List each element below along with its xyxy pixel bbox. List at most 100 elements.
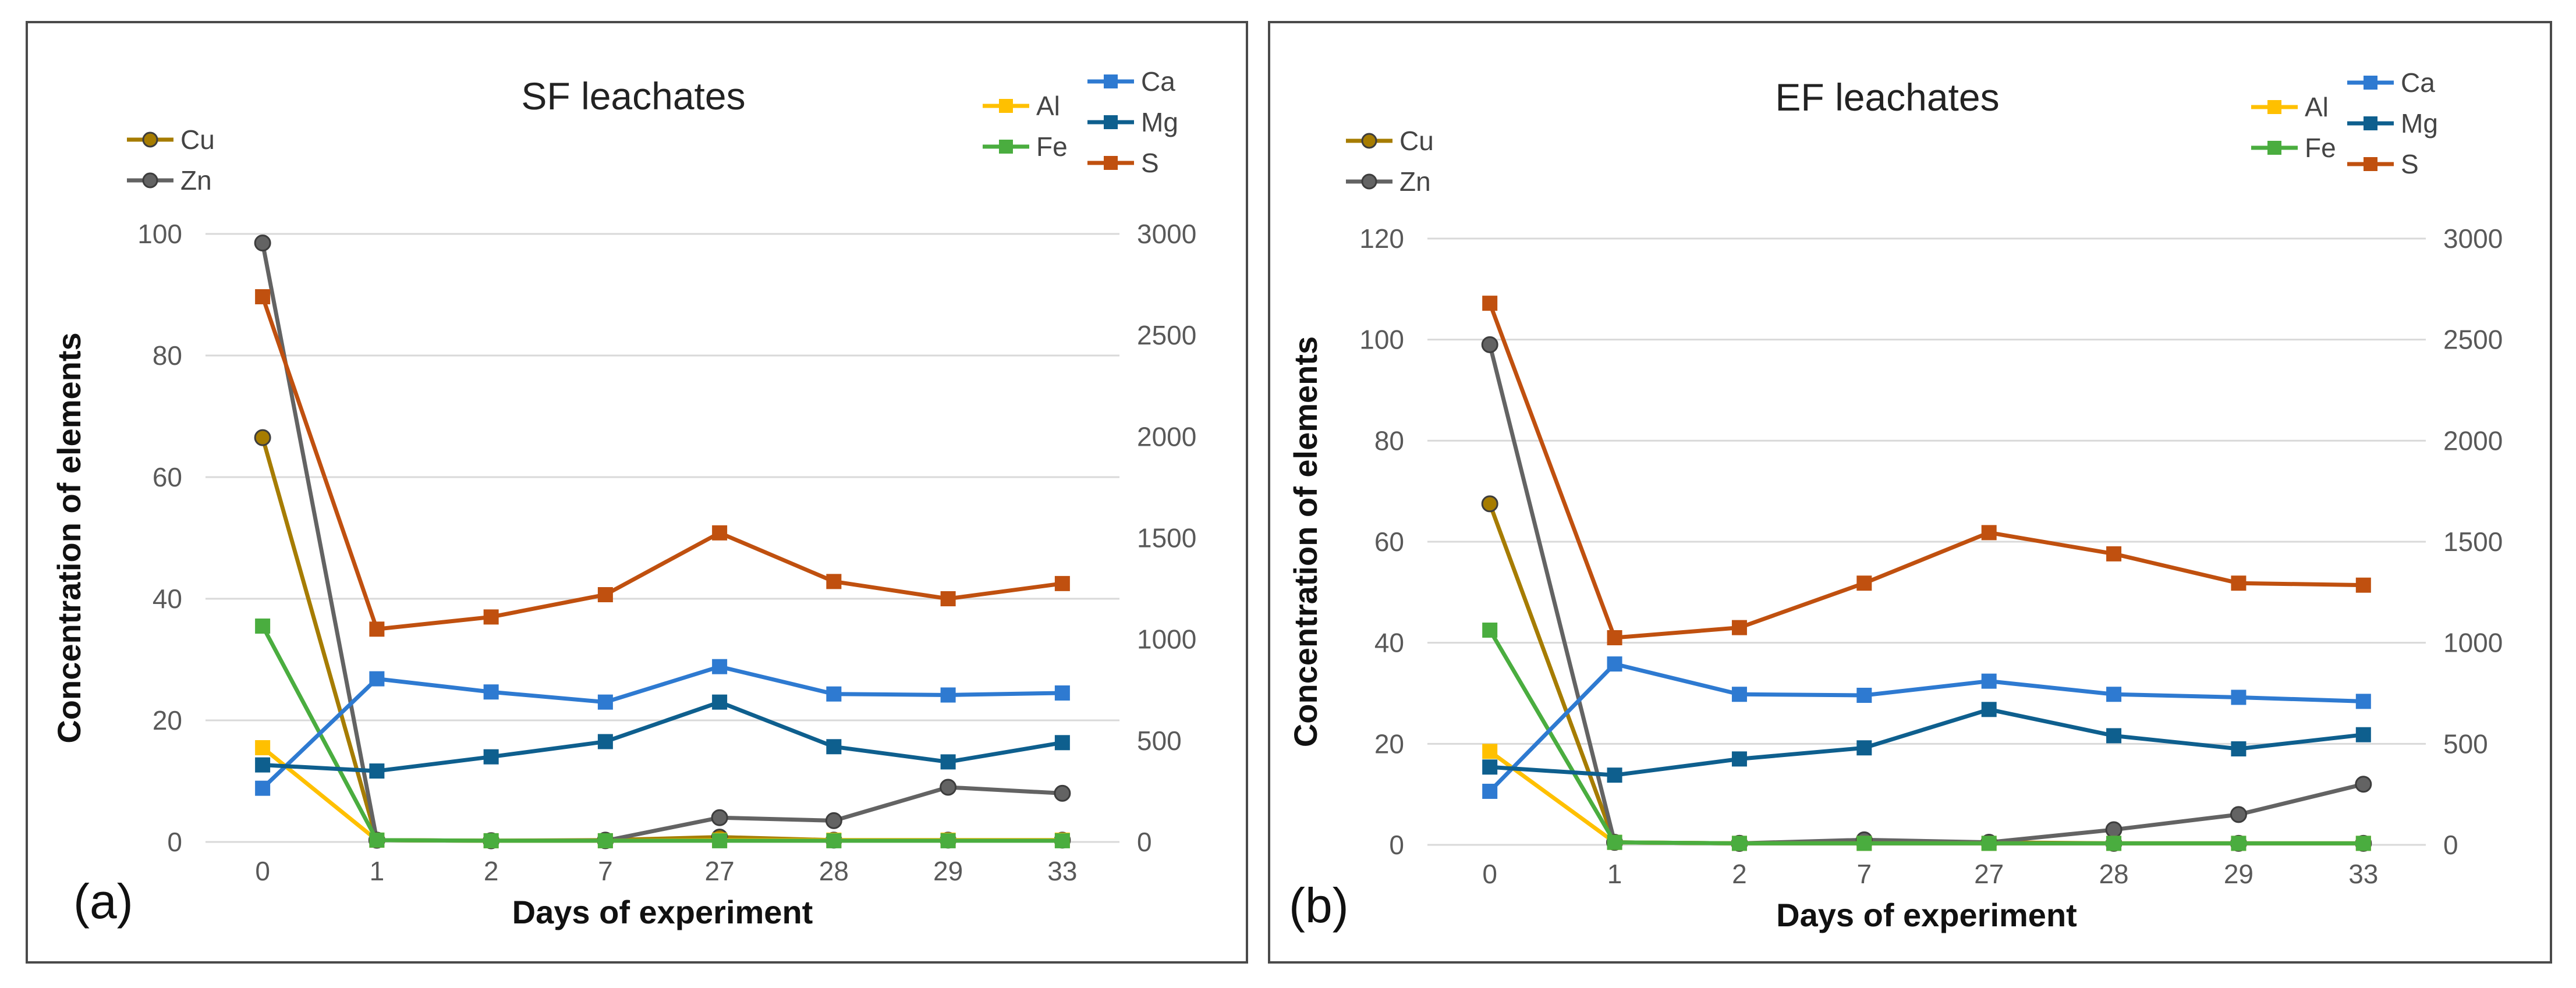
- series-line-cu: [260, 437, 1062, 843]
- data-point-s: [1607, 630, 1622, 645]
- data-point-fe: [2355, 836, 2371, 851]
- data-point-mg: [940, 754, 956, 770]
- legend-label: Fe: [1036, 132, 1068, 162]
- series-line-s: [260, 296, 1063, 631]
- legend-label: Ca: [2401, 67, 2435, 98]
- data-point-al: [255, 740, 271, 756]
- legend-marker: [2267, 100, 2281, 114]
- legend-item-cu: Cu: [1346, 126, 1434, 156]
- data-point-ca: [255, 780, 271, 796]
- legend-label: S: [1141, 148, 1159, 178]
- data-point-mg: [369, 763, 385, 779]
- x-tick-label: 1: [370, 856, 385, 886]
- legend-item-al: Al: [983, 91, 1060, 121]
- data-point-mg: [483, 749, 499, 765]
- data-point-mg: [2231, 741, 2247, 757]
- data-point-ca: [1054, 685, 1070, 701]
- data-point-fe: [1731, 836, 1747, 851]
- x-tick-label: 2: [484, 856, 499, 886]
- y-right-tick-label: 1000: [1137, 624, 1196, 655]
- data-point-fe: [2106, 836, 2122, 851]
- data-point-fe: [255, 619, 271, 634]
- x-tick-label: 28: [819, 856, 849, 886]
- data-point-fe: [1856, 836, 1872, 851]
- data-point-mg: [597, 734, 613, 749]
- legend-label: Ca: [1141, 66, 1175, 97]
- legend-item-ca: Ca: [2347, 67, 2435, 98]
- data-point-zn: [1054, 784, 1071, 802]
- x-tick-label: 33: [2348, 859, 2378, 889]
- x-axis-title: Days of experiment: [1776, 897, 2077, 933]
- data-point-s: [369, 621, 385, 637]
- data-point-fe: [826, 833, 842, 848]
- data-point-ca: [483, 684, 499, 700]
- chart-panel-b: 0 20 40 60 80 100 120 0 500 1000 1500 2000 2500 3000 0…: [1268, 21, 2552, 964]
- legend-marker: [999, 140, 1013, 154]
- data-point-fe: [940, 833, 956, 848]
- legend-label: Cu: [180, 125, 215, 155]
- y-right-tick-label: 1500: [1137, 523, 1196, 553]
- legend-marker: [1104, 115, 1118, 129]
- chart-title: EF leachates: [1775, 76, 1999, 119]
- x-tick-label: 29: [2224, 859, 2253, 889]
- data-point-ca: [1482, 783, 1498, 799]
- y-right-tick-label: 3000: [1137, 219, 1196, 249]
- legend-item-zn: Zn: [1346, 166, 1431, 197]
- series-line-fe: [1488, 629, 2364, 845]
- chart-b-svg: 0 20 40 60 80 100 120 0 500 1000 1500 2000 2500 3000 0…: [1287, 67, 2503, 933]
- y-right-tick-label: 0: [2443, 830, 2458, 860]
- y-right-tick-label: 1500: [2443, 527, 2503, 557]
- data-point-cu: [1481, 495, 1498, 513]
- data-point-ca: [369, 671, 385, 687]
- data-point-ca: [2355, 694, 2371, 709]
- data-point-fe: [2231, 836, 2247, 851]
- data-point-ca: [1607, 656, 1622, 672]
- data-point-fe: [597, 833, 613, 848]
- legend-label: Zn: [180, 165, 212, 196]
- data-point-s: [597, 587, 613, 603]
- y-left-tick-label: 40: [153, 584, 182, 614]
- legend-label: Cu: [1399, 126, 1434, 156]
- series-ca: [1482, 656, 2371, 799]
- legend-label: Fe: [2305, 133, 2336, 163]
- series-fe: [255, 619, 1070, 848]
- data-point-ca: [712, 659, 728, 674]
- x-tick-label: 28: [2099, 859, 2128, 889]
- data-point-mg: [2106, 728, 2122, 744]
- series-line-ca: [261, 664, 1062, 790]
- x-tick-label: 27: [705, 856, 735, 886]
- y-left-tick-label: 20: [1374, 728, 1404, 759]
- data-point-ca: [597, 694, 613, 710]
- data-point-s: [1482, 296, 1498, 311]
- legend-label: Al: [1036, 91, 1060, 121]
- x-tick-label: 7: [598, 856, 613, 886]
- legend-item-ca: Ca: [1087, 66, 1175, 97]
- series-mg: [1482, 702, 2371, 783]
- data-point-ca: [826, 686, 842, 702]
- x-axis-title: Days of experiment: [512, 894, 813, 930]
- series-line-cu: [1487, 503, 2364, 845]
- data-point-cu: [254, 429, 271, 446]
- x-tick-label: 2: [1732, 859, 1747, 889]
- y-right-tick-label: 500: [2443, 728, 2488, 759]
- data-point-ca: [2106, 687, 2122, 702]
- x-tick-label: 0: [1482, 859, 1497, 889]
- legend-marker: [2364, 76, 2377, 90]
- y-left-tick-label: 60: [153, 462, 182, 492]
- legend-marker: [2364, 116, 2377, 130]
- data-point-mg: [2355, 727, 2371, 742]
- legend-marker: [2364, 157, 2377, 171]
- data-point-s: [826, 574, 842, 589]
- y-right-tick-label: 2000: [1137, 421, 1196, 452]
- data-point-ca: [1981, 673, 1997, 689]
- data-point-mg: [1731, 751, 1747, 767]
- panel-label: (b): [1289, 878, 1349, 933]
- legend-item-mg: Mg: [2347, 108, 2438, 138]
- data-point-ca: [2231, 690, 2247, 705]
- data-point-s: [940, 591, 956, 606]
- data-point-al: [1482, 744, 1498, 759]
- legend-marker: [2267, 141, 2281, 155]
- series-ca: [255, 659, 1070, 796]
- data-point-mg: [1981, 702, 1997, 717]
